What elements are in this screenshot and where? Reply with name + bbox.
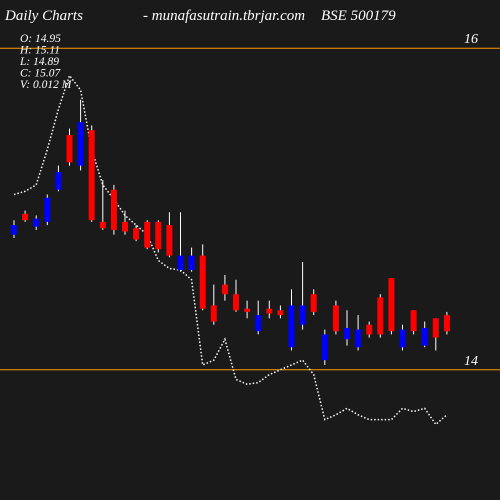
candle-body: [233, 294, 239, 311]
candle-body: [288, 305, 295, 348]
chart-title: Daily Charts: [4, 8, 83, 24]
candle-body: [377, 297, 384, 335]
candle-body: [188, 255, 195, 271]
candle-body: [55, 172, 62, 190]
candle-body: [77, 122, 84, 166]
candle-body: [321, 334, 328, 361]
candle-body: [299, 305, 306, 325]
candle-body: [199, 255, 206, 309]
info-line: L: 14.89: [19, 56, 59, 68]
info-line: H: 15.11: [19, 45, 60, 57]
candle-body: [22, 213, 29, 221]
info-line: O: 14.95: [20, 33, 61, 45]
candle-body: [255, 315, 262, 332]
candle-body: [355, 329, 362, 348]
y-tick-label: 14: [464, 354, 478, 369]
candle-body: [388, 278, 395, 332]
candle-body: [443, 315, 450, 332]
candle-body: [410, 310, 417, 332]
candle-body: [210, 305, 217, 322]
candle-body: [332, 305, 339, 332]
candle-body: [144, 221, 151, 248]
candle-body: [66, 135, 73, 163]
candle-body: [33, 218, 40, 227]
candle-body: [88, 130, 95, 221]
info-block: O: 14.95H: 15.11L: 14.89C: 15.07V: 0.012…: [19, 33, 73, 91]
candle-body: [221, 284, 228, 295]
source: - munafasutrain.tbrjar.com: [143, 8, 305, 24]
candle-body: [432, 318, 439, 338]
candle-body: [110, 189, 117, 230]
candle-body: [155, 221, 162, 250]
candle-body: [44, 197, 51, 222]
candle-body: [421, 327, 428, 346]
info-line: V: 0.012 M: [20, 79, 73, 91]
symbol: BSE 500179: [321, 8, 396, 24]
candle-body: [344, 327, 350, 340]
info-line: C: 15.07: [20, 68, 62, 80]
candle-body: [244, 308, 251, 312]
candle-body: [277, 310, 284, 316]
candle-body: [133, 228, 140, 240]
candle-body: [122, 221, 128, 232]
candle-body: [366, 324, 373, 335]
candle-body: [166, 225, 173, 256]
y-tick-label: 16: [464, 32, 478, 47]
candle-body: [11, 225, 17, 235]
candle-body: [310, 294, 317, 312]
candle-body: [399, 329, 406, 348]
candle-body: [266, 308, 273, 314]
dotted-line: [13, 73, 448, 426]
candle-body: [99, 221, 106, 229]
candle-body: [177, 255, 184, 271]
